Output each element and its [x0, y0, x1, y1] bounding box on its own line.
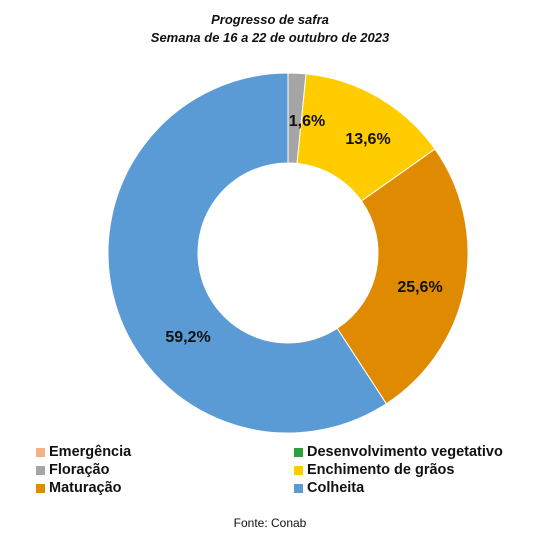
legend-swatch: [36, 465, 45, 475]
legend-item-maturacao: Maturação: [36, 480, 122, 496]
legend-label: Enchimento de grãos: [307, 462, 455, 478]
legend-item-floracao: Floração: [36, 462, 109, 478]
legend-item-colheita: Colheita: [294, 480, 364, 496]
data-label-2: 1,6%: [289, 113, 325, 130]
legend-item-enchimento-de-graos: Enchimento de grãos: [294, 462, 454, 478]
chart-subtitle: Semana de 16 a 22 de outubro de 2023: [150, 30, 390, 45]
legend-label: Colheita: [307, 480, 365, 496]
legend-label: Floração: [49, 462, 110, 478]
legend-item-desenvolvimento-vegetativo: Desenvolvimento vegetativo: [294, 444, 503, 460]
legend-swatch: [36, 447, 45, 457]
donut-slice-5: [107, 72, 388, 434]
legend-swatch: [294, 465, 303, 475]
legend-swatch: [294, 447, 303, 457]
data-label-5: 59,2%: [165, 329, 210, 346]
data-label-4: 25,6%: [397, 279, 442, 296]
data-label-3: 13,6%: [345, 131, 390, 148]
legend-swatch: [36, 483, 45, 493]
legend-swatch: [294, 483, 303, 493]
donut-slice-4: [336, 148, 469, 405]
legend-label: Emergência: [49, 444, 132, 460]
chart-source: Fonte: Conab: [233, 516, 307, 530]
legend-label: Maturação: [49, 480, 122, 496]
legend-label: Desenvolvimento vegetativo: [307, 444, 503, 460]
legend-item-emergencia: Emergência: [36, 444, 131, 460]
chart-title: Progresso de safra: [211, 12, 329, 27]
